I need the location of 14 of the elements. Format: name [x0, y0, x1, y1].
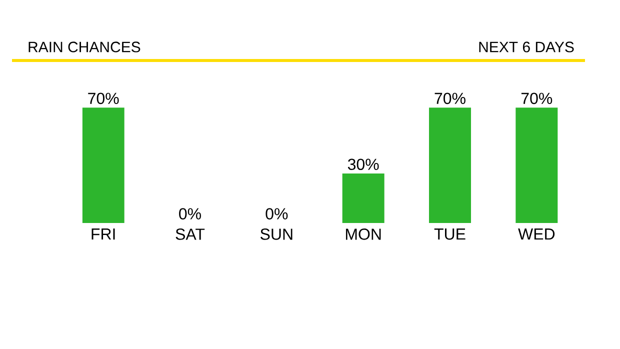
data-label: 30% — [348, 158, 379, 170]
x-tick-label: WED — [518, 228, 555, 240]
data-label: 0% — [179, 208, 201, 220]
data-label: 70% — [434, 92, 466, 104]
x-tick-label: SAT — [176, 228, 205, 240]
chart-title: RAIN CHANCES — [28, 42, 140, 52]
x-tick-label: FRI — [92, 228, 115, 240]
data-label: 70% — [521, 92, 552, 104]
data-label: 70% — [88, 92, 119, 104]
x-tick-label: SUN — [260, 228, 292, 240]
data-label: 0% — [266, 208, 288, 220]
x-tick-label: TUE — [434, 228, 466, 240]
x-tick-label: MON — [346, 228, 381, 240]
chart-subtitle: NEXT 6 DAYS — [479, 42, 574, 52]
